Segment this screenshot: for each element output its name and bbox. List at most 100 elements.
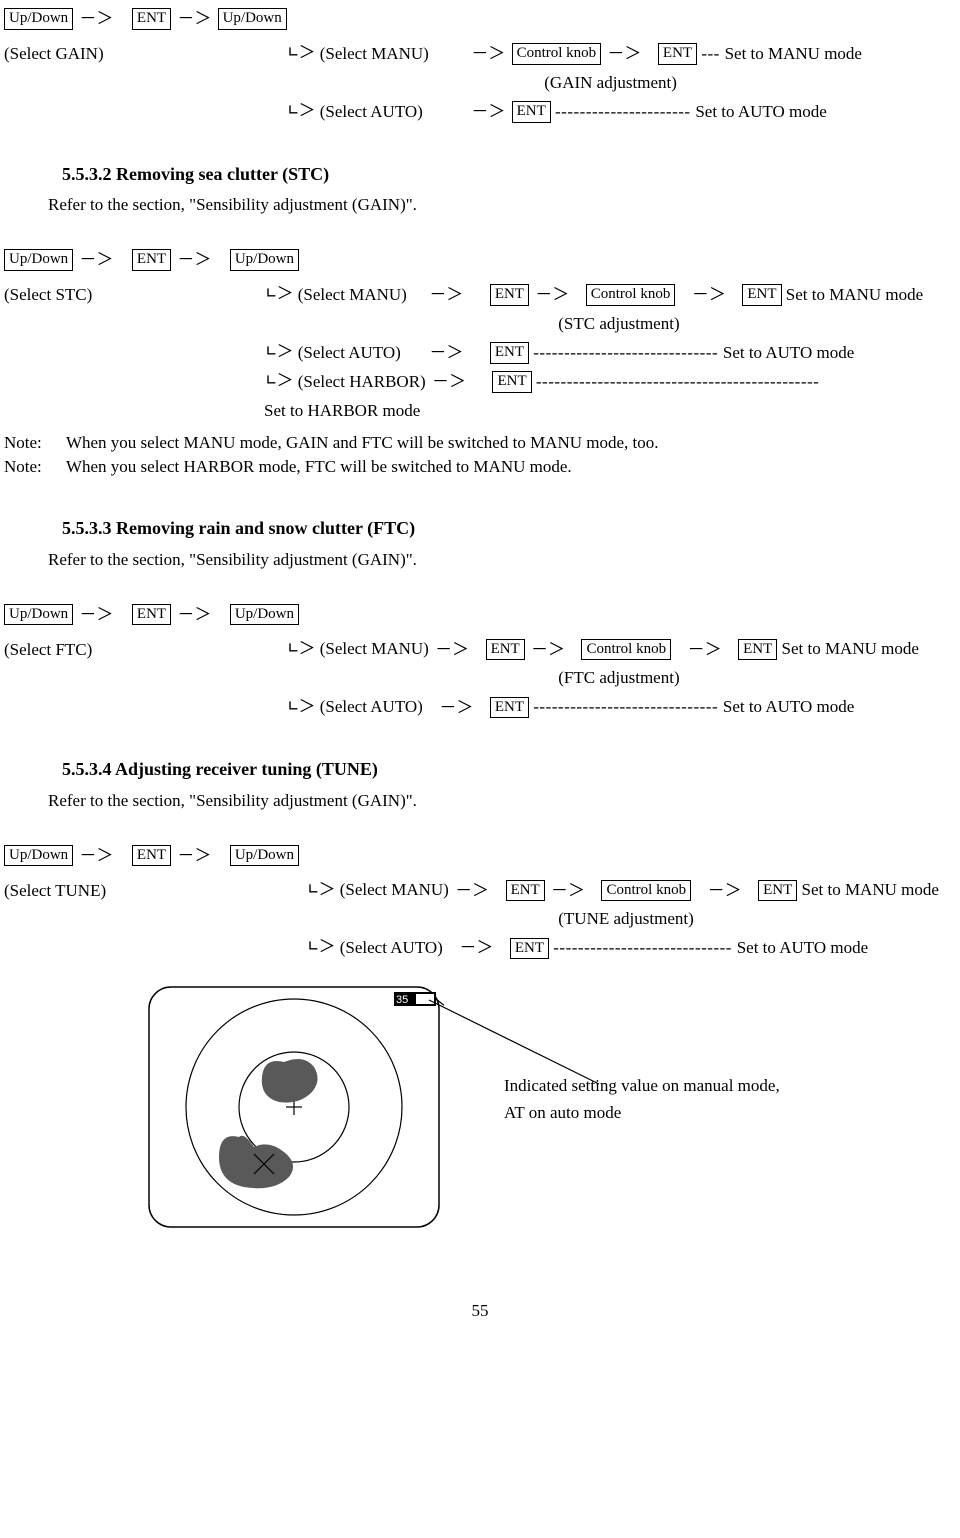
manu-result: Set to MANU mode [782, 640, 919, 659]
ent-key: ENT [490, 284, 529, 306]
ent-key: ENT [132, 249, 171, 271]
arrow: －＞ [433, 638, 471, 662]
tune-adjustment-line: (TUNE adjustment) [4, 906, 956, 931]
select-ftc-label: (Select FTC) [4, 638, 284, 662]
auto-result: Set to AUTO mode [695, 102, 826, 121]
ent-key: ENT [742, 284, 781, 306]
control-knob-key: Control knob [601, 880, 691, 902]
dashes: --- [701, 44, 724, 63]
gain-flow-top: Up/Down －＞ ENT －＞ Up/Down [4, 6, 956, 31]
note-1-text: When you select MANU mode, GAIN and FTC … [66, 433, 659, 452]
stc-adjustment-line: (STC adjustment) [4, 311, 956, 336]
arrow: －＞ [430, 370, 468, 394]
control-knob-key: Control knob [586, 284, 676, 306]
select-auto-label: (Select AUTO) [340, 938, 443, 957]
select-manu-label: (Select MANU) [340, 881, 449, 900]
tune-refer: Refer to the section, "Sensibility adjus… [48, 789, 956, 813]
updown-key: Up/Down [230, 249, 299, 271]
note-prefix: Note: [4, 431, 62, 455]
stc-heading: 5.5.3.2 Removing sea clutter (STC) [62, 162, 956, 187]
updown-key: Up/Down [218, 8, 287, 30]
arrow: －＞ [77, 844, 115, 868]
select-tune-label: (Select TUNE) [4, 879, 304, 903]
arrow: －＞ [457, 936, 495, 960]
stc-flow-top: Up/Down －＞ ENT －＞ Up/Down [4, 247, 956, 272]
note-prefix: Note: [4, 455, 62, 479]
tune-auto-line: ∟＞ (Select AUTO) －＞ ENT ----------------… [4, 935, 956, 960]
tune-heading: 5.5.3.4 Adjusting receiver tuning (TUNE) [62, 757, 956, 782]
dashes: ----------------------------- [553, 938, 736, 957]
ent-key: ENT [510, 938, 549, 960]
updown-key: Up/Down [230, 604, 299, 626]
radar-value-text: 35 [396, 994, 408, 1006]
note-2-text: When you select HARBOR mode, FTC will be… [66, 457, 572, 476]
manu-result: Set to MANU mode [786, 285, 923, 304]
branch-mark: ∟＞ [288, 696, 315, 720]
branch-mark: ∟＞ [266, 341, 293, 365]
updown-key: Up/Down [4, 604, 73, 626]
updown-key: Up/Down [4, 8, 73, 30]
stc-harbor-line: ∟＞ (Select HARBOR) －＞ ENT --------------… [4, 369, 956, 394]
select-auto-label: (Select AUTO) [320, 698, 423, 717]
control-knob-key: Control knob [581, 639, 671, 661]
auto-result: Set to AUTO mode [723, 343, 854, 362]
radar-diagram: 35 [144, 982, 444, 1239]
ftc-heading: 5.5.3.3 Removing rain and snow clutter (… [62, 516, 956, 541]
ent-key: ENT [758, 880, 797, 902]
arrow: －＞ [175, 603, 213, 627]
manu-result: Set to MANU mode [725, 44, 862, 63]
select-manu-label: (Select MANU) [320, 44, 429, 63]
ftc-adjustment-line: (FTC adjustment) [4, 665, 956, 690]
updown-key: Up/Down [230, 845, 299, 867]
arrow: －＞ [690, 283, 728, 307]
radar-section: 35 Indicated setting value on manual mod… [4, 982, 956, 1239]
stc-notes: Note: When you select MANU mode, GAIN an… [4, 431, 956, 479]
page-number: 55 [4, 1299, 956, 1323]
control-knob-key: Control knob [512, 43, 602, 65]
ent-key: ENT [132, 604, 171, 626]
arrow: －＞ [686, 638, 724, 662]
gain-auto-line: ∟＞ (Select AUTO) －＞ ENT ----------------… [4, 99, 956, 124]
ent-key: ENT [490, 697, 529, 719]
branch-mark: ∟＞ [308, 936, 335, 960]
ftc-refer: Refer to the section, "Sensibility adjus… [48, 548, 956, 572]
tune-select-line: (Select TUNE) ∟＞ (Select MANU) －＞ ENT －＞… [4, 877, 956, 902]
ent-key: ENT [132, 845, 171, 867]
tune-flow-top: Up/Down －＞ ENT －＞ Up/Down [4, 842, 956, 867]
select-gain-label: (Select GAIN) [4, 42, 284, 66]
ent-key: ENT [512, 101, 551, 123]
arrow: －＞ [469, 42, 507, 66]
arrow: －＞ [175, 248, 213, 272]
select-stc-label: (Select STC) [4, 283, 262, 307]
arrow: －＞ [706, 879, 744, 903]
arrow: －＞ [605, 42, 643, 66]
branch-mark: ∟＞ [288, 42, 315, 66]
stc-harbor-result: Set to HARBOR mode [264, 398, 956, 423]
stc-select-line: (Select STC) ∟＞ (Select MANU) －＞ ENT －＞ … [4, 282, 956, 307]
select-manu-label: (Select MANU) [320, 640, 429, 659]
ent-key: ENT [492, 371, 531, 393]
gain-select-line: (Select GAIN) ∟＞ (Select MANU) －＞ Contro… [4, 41, 956, 66]
ent-key: ENT [486, 639, 525, 661]
updown-key: Up/Down [4, 845, 73, 867]
arrow: －＞ [427, 283, 465, 307]
manu-result: Set to MANU mode [802, 881, 939, 900]
gain-adjustment-label: (GAIN adjustment) [544, 73, 677, 92]
branch-mark: ∟＞ [288, 100, 315, 124]
branch-mark: ∟＞ [266, 370, 293, 394]
stc-auto-line: ∟＞ (Select AUTO) －＞ ENT ----------------… [4, 340, 956, 365]
harbor-result: Set to HARBOR mode [264, 401, 420, 420]
tune-adjustment-label: (TUNE adjustment) [558, 909, 694, 928]
ent-key: ENT [738, 639, 777, 661]
ent-key: ENT [658, 43, 697, 65]
arrow: －＞ [529, 638, 567, 662]
dashes: ----------------------------------------… [536, 372, 819, 391]
arrow: －＞ [175, 7, 213, 31]
updown-key: Up/Down [4, 249, 73, 271]
auto-result: Set to AUTO mode [723, 698, 854, 717]
arrow: －＞ [533, 283, 571, 307]
ftc-select-line: (Select FTC) ∟＞ (Select MANU) －＞ ENT －＞ … [4, 636, 956, 661]
arrow: －＞ [453, 879, 491, 903]
select-auto-label: (Select AUTO) [320, 102, 423, 121]
stc-adjustment-label: (STC adjustment) [558, 314, 679, 333]
